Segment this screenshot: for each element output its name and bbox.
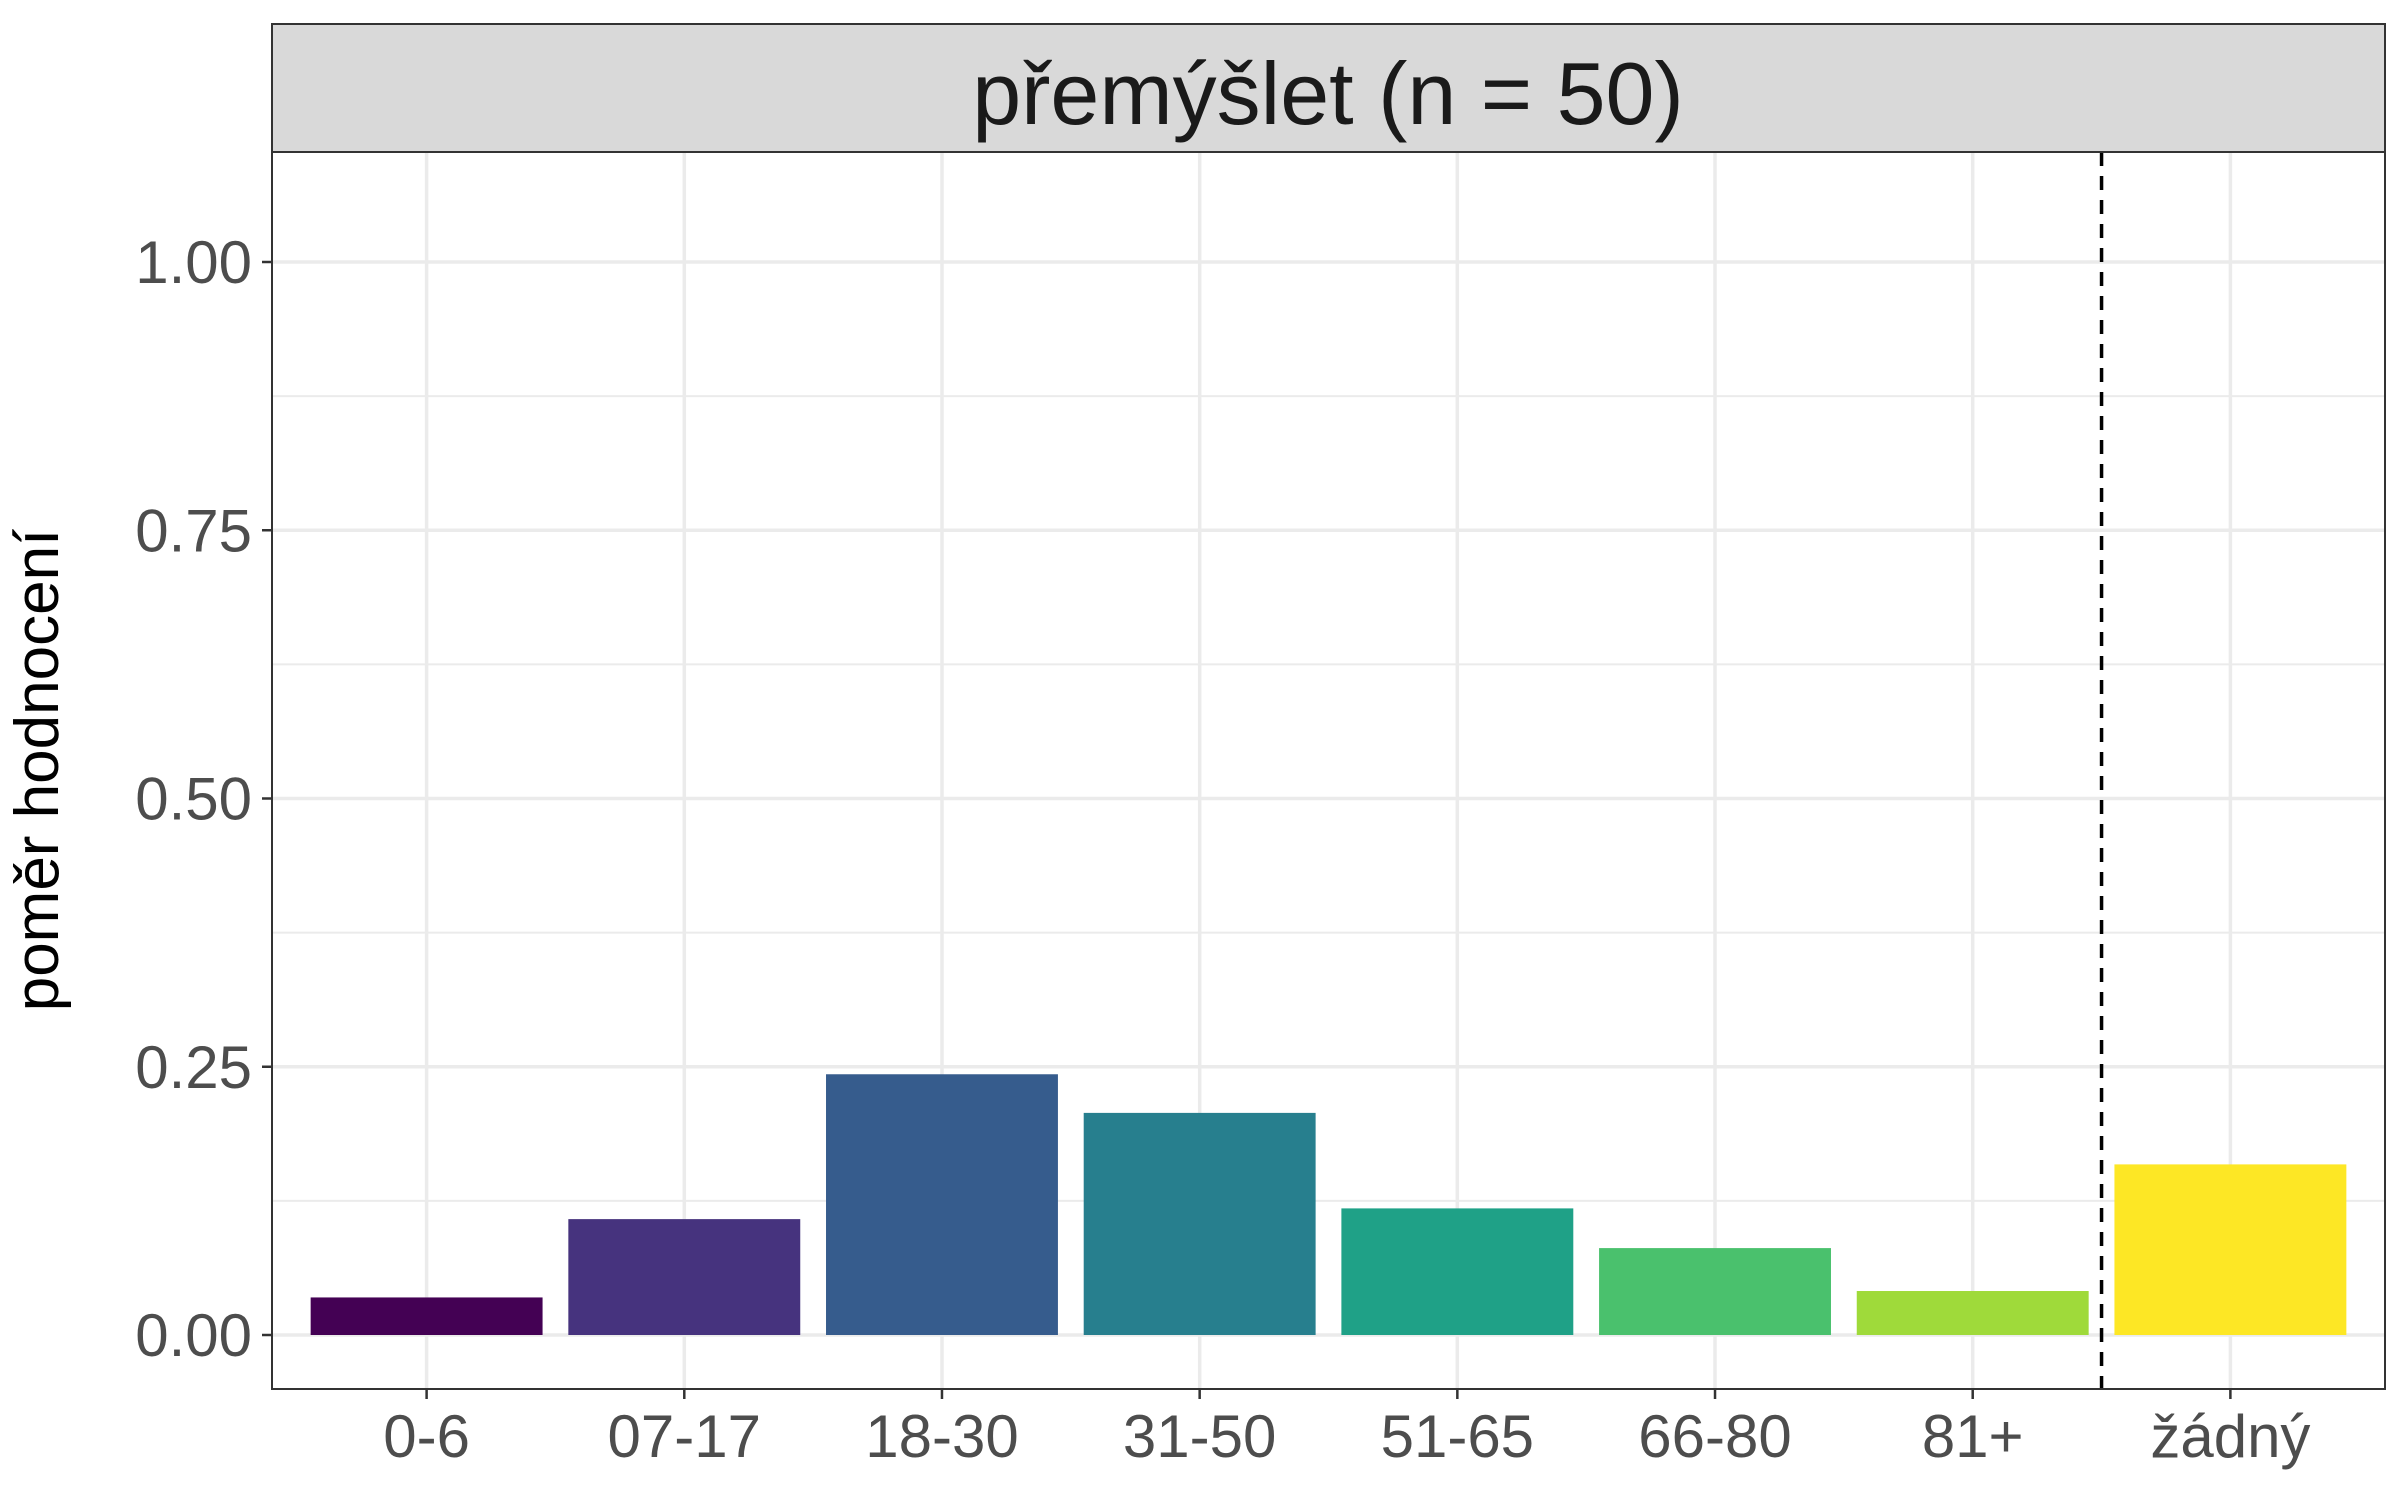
bar-31-50 [1083,1112,1316,1335]
x-tick-label: žádný [2150,1403,2310,1470]
y-tick-label: 0.50 [135,766,252,833]
grid-lines [272,152,2385,1389]
strip-title: přemýšlet (n = 50) [972,44,1684,143]
bar-18-30 [826,1074,1058,1335]
x-tick-label: 31-50 [1123,1403,1276,1470]
x-tick-label: 81+ [1922,1403,2024,1470]
bar-66-80 [1599,1248,1831,1335]
x-axis: 0-6 07-17 18-30 31-50 51-65 66-80 81+ žádný [383,1389,2310,1470]
y-tick-label: 0.25 [135,1034,252,1101]
bar-51-65 [1341,1208,1574,1335]
bar-žádný [2114,1164,2347,1335]
y-tick-label: 0.00 [135,1302,252,1369]
bars [310,1074,2347,1335]
x-tick-label: 07-17 [608,1403,761,1470]
bar-07-17 [568,1219,801,1335]
bar-0-6 [310,1297,543,1335]
y-tick-label: 1.00 [135,229,252,296]
y-tick-label: 0.75 [135,497,252,564]
y-axis: 0.00 0.25 0.50 0.75 1.00 [135,229,272,1369]
x-tick-label: 0-6 [383,1403,470,1470]
panel-border [271,151,2386,1390]
x-tick-label: 66-80 [1638,1403,1791,1470]
y-axis-title: poměr hodnocení [3,529,72,1012]
bar-81+ [1856,1291,2089,1335]
x-tick-label: 18-30 [865,1403,1018,1470]
strip-background [271,23,2386,153]
x-tick-label: 51-65 [1381,1403,1534,1470]
